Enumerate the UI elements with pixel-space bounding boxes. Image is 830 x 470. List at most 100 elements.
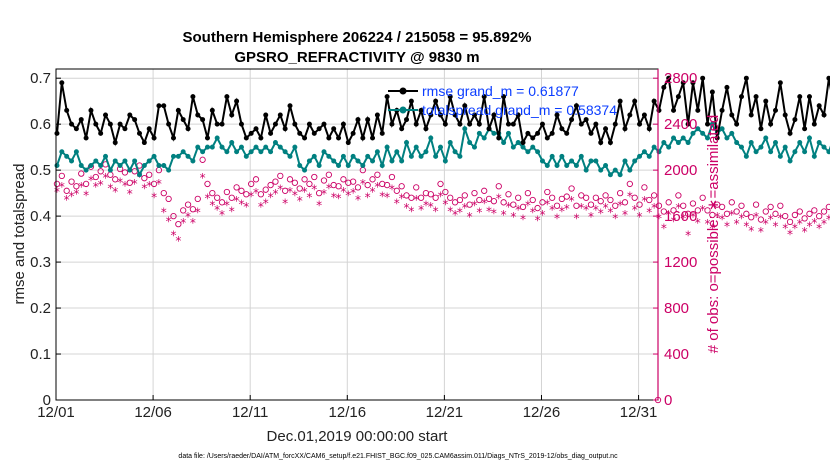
rmse-point (180, 117, 186, 123)
rmse-point (578, 121, 584, 127)
obs-assimilated-point: * (408, 204, 414, 218)
totalspread-point (438, 144, 444, 150)
totalspread-point (471, 144, 477, 150)
rmse-point (282, 126, 288, 132)
rmse-point (389, 121, 395, 127)
obs-assimilated-point: * (64, 193, 70, 207)
rmse-point (471, 112, 477, 118)
obs-possible-point (752, 201, 760, 208)
rmse-point (219, 121, 225, 127)
obs-assimilated-point: * (768, 212, 774, 226)
totalspread-point (282, 149, 288, 155)
obs-possible-point (801, 215, 808, 222)
obs-assimilated-point: * (399, 192, 405, 206)
obs-assimilated-point: * (452, 208, 458, 222)
rmse-point (340, 121, 346, 127)
rmse-point (729, 112, 735, 118)
obs-assimilated-point: * (365, 191, 371, 205)
rmse-point (661, 84, 667, 90)
obs-possible-point (311, 173, 318, 181)
obs-possible-point (723, 210, 731, 217)
rmse-point (525, 130, 531, 136)
obs-possible-point (786, 218, 794, 226)
obs-possible-point (325, 171, 332, 178)
rmse-point (806, 94, 812, 100)
totalspread-point (598, 167, 604, 173)
totalspread-point (695, 126, 701, 132)
rmse-point (637, 121, 643, 127)
obs-possible-point (568, 185, 575, 192)
obs-assimilated-point: * (404, 201, 410, 215)
rmse-point (287, 103, 293, 109)
rmse-point (321, 121, 327, 127)
rmse-point (229, 112, 235, 118)
y-tick-label: 0.4 (30, 208, 51, 225)
obs-possible-point (413, 184, 420, 191)
obs-assimilated-point: * (525, 199, 531, 213)
rmse-point (345, 140, 351, 146)
rmse-point (73, 126, 79, 132)
obs-assimilated-point: * (515, 203, 521, 217)
obs-assimilated-point: * (59, 180, 65, 194)
rmse-point (379, 130, 385, 136)
y-right-tick-label: 800 (664, 300, 689, 317)
totalspread-series-line (56, 121, 830, 178)
totalspread-point (569, 158, 575, 164)
obs-assimilated-point: * (151, 191, 157, 205)
totalspread-point (98, 163, 104, 169)
rmse-point (224, 94, 230, 100)
obs-assimilated-point: * (185, 210, 191, 224)
obs-assimilated-point: * (486, 204, 492, 218)
obs-possible-point (286, 176, 294, 183)
obs-assimilated-point: * (806, 219, 812, 233)
obs-assimilated-point: * (471, 199, 477, 213)
totalspread-point (379, 163, 385, 169)
obs-possible-point (757, 216, 765, 223)
obs-possible-point (63, 187, 70, 194)
obs-assimilated-point: * (685, 229, 691, 243)
rmse-point (826, 75, 830, 81)
obs-possible-point (150, 180, 158, 188)
obs-possible-point (189, 206, 197, 213)
obs-possible-point (267, 181, 274, 189)
obs-possible-point (500, 199, 507, 206)
obs-possible-point (73, 183, 80, 190)
totalspread-point (690, 130, 696, 136)
totalspread-point (481, 135, 487, 141)
rmse-point (612, 121, 618, 127)
rmse-point (748, 112, 754, 118)
obs-possible-point (582, 194, 590, 201)
rmse-point (306, 121, 312, 127)
totalspread-point (758, 144, 764, 150)
obs-assimilated-point: * (253, 186, 259, 200)
obs-assimilated-point: * (384, 191, 390, 205)
obs-assimilated-point: * (481, 196, 487, 210)
rmse-point (622, 126, 628, 132)
rmse-point (137, 130, 143, 136)
totalspread-point (200, 149, 206, 155)
obs-possible-point (442, 188, 449, 196)
obs-assimilated-point: * (229, 204, 235, 218)
rmse-point (365, 117, 371, 123)
rmse-point (505, 121, 511, 127)
totalspread-point (525, 149, 531, 155)
obs-possible-point (214, 194, 221, 201)
rmse-point (122, 126, 128, 132)
totalspread-point (510, 144, 516, 150)
obs-assimilated-point: * (772, 219, 778, 233)
obs-assimilated-point: * (122, 179, 128, 193)
obs-possible-point (146, 171, 153, 178)
obs-assimilated-point: * (588, 210, 594, 224)
obs-possible-point (68, 178, 75, 185)
obs-possible-point (112, 176, 119, 183)
totalspread-point (777, 153, 783, 159)
rmse-point (651, 98, 657, 104)
totalspread-point (505, 130, 511, 136)
obs-assimilated-point: * (671, 215, 677, 229)
rmse-point (588, 130, 594, 136)
rmse-point (146, 126, 152, 132)
obs-possible-point (432, 194, 439, 201)
obs-assimilated-point: * (598, 207, 604, 221)
obs-possible-point (165, 195, 172, 203)
obs-possible-point (592, 194, 600, 201)
